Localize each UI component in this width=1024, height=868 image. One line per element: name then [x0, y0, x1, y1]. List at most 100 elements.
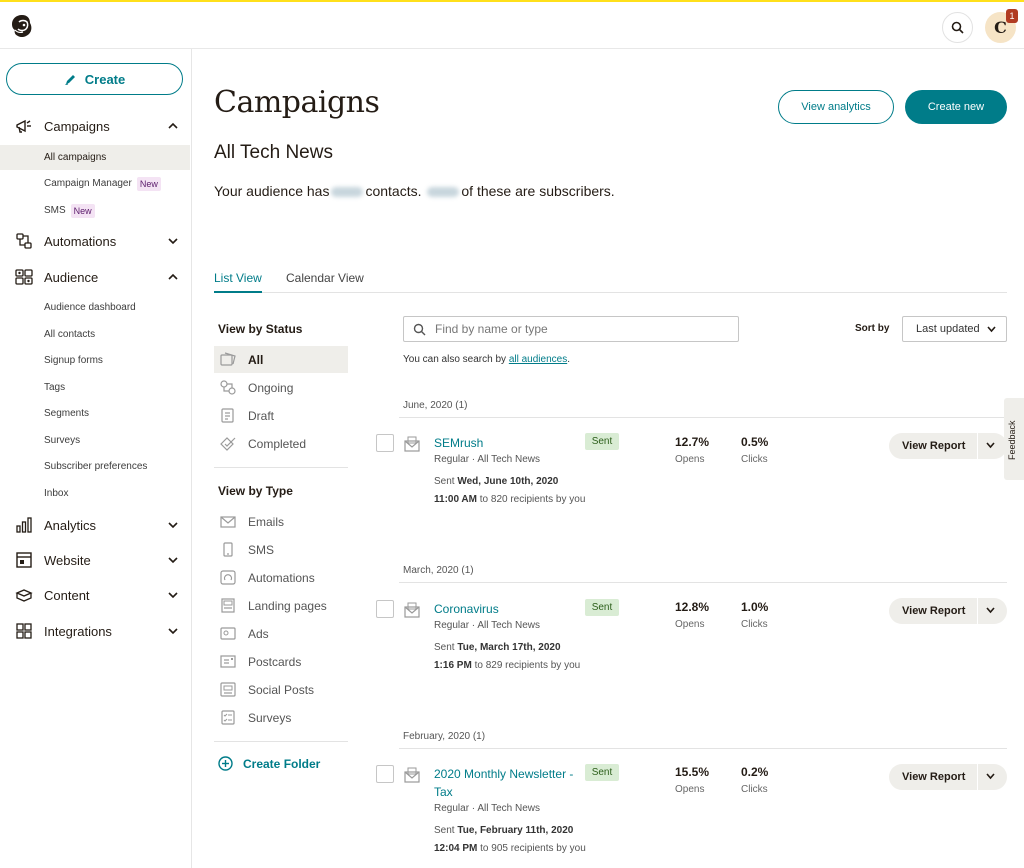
- campaign-group-heading: March, 2020 (1): [403, 565, 474, 576]
- status-badge: Sent: [585, 764, 619, 781]
- content-icon: [15, 589, 33, 602]
- filter-type-ads[interactable]: Ads: [214, 620, 348, 647]
- chevron-down-icon[interactable]: [986, 607, 995, 614]
- audience-icon: [15, 269, 33, 285]
- sidebar-item-label: Integrations: [44, 623, 112, 639]
- sidebar-item-label: Automations: [44, 233, 117, 249]
- opens-label: Opens: [675, 454, 705, 465]
- filter-type-sms[interactable]: SMS: [214, 536, 348, 563]
- sidebar-item-integrations[interactable]: Integrations: [0, 616, 192, 646]
- sidebar-item-all-contacts[interactable]: All contacts: [44, 329, 96, 340]
- view-tabs: List View Calendar View: [214, 271, 1007, 293]
- sidebar-item-label: Content: [44, 587, 90, 603]
- campaign-name-link[interactable]: Coronavirus: [434, 602, 499, 616]
- filter-status-all[interactable]: All: [214, 346, 348, 373]
- campaign-group-heading: February, 2020 (1): [403, 731, 486, 742]
- sidebar-item-signup-forms[interactable]: Signup forms: [44, 355, 103, 366]
- filter-status-completed[interactable]: Completed: [214, 430, 348, 457]
- campaign-checkbox[interactable]: [376, 600, 394, 618]
- sidebar-item-label: Campaigns: [44, 118, 110, 134]
- phone-icon: [223, 542, 233, 557]
- sidebar-item-tags[interactable]: Tags: [44, 382, 66, 393]
- campaign-checkbox[interactable]: [376, 434, 394, 452]
- sidebar-item-campaign-manager[interactable]: Campaign Manager New: [0, 171, 190, 196]
- opens-label: Opens: [675, 619, 705, 630]
- new-badge: New: [70, 203, 95, 218]
- tab-calendar-view[interactable]: Calendar View: [286, 271, 364, 285]
- sidebar-item-website[interactable]: Website: [0, 545, 192, 575]
- feedback-tab[interactable]: Feedback: [1004, 398, 1024, 480]
- automation-flow-icon: [16, 233, 32, 249]
- filter-type-postcards[interactable]: Postcards: [214, 648, 348, 675]
- clicks-value: 1.0%: [741, 600, 769, 614]
- view-analytics-button[interactable]: View analytics: [778, 90, 894, 124]
- chevron-down-icon: [168, 522, 178, 529]
- email-campaign-icon: [404, 602, 420, 618]
- campaign-name-link[interactable]: 2020 Monthly Newsletter - Tax: [434, 767, 574, 799]
- sidebar-item-segments[interactable]: Segments: [44, 408, 90, 419]
- clicks-value: 0.5%: [741, 435, 769, 449]
- campaign-group-heading: June, 2020 (1): [403, 400, 468, 411]
- chevron-down-icon: [168, 238, 178, 245]
- ads-icon: [220, 627, 236, 640]
- sidebar-item-automations[interactable]: Automations: [0, 226, 192, 256]
- audience-name: All Tech News: [214, 142, 333, 163]
- view-by-status-heading: View by Status: [218, 322, 303, 336]
- view-report-button[interactable]: View Report: [889, 433, 1007, 459]
- create-button[interactable]: Create: [6, 63, 183, 95]
- campaign-search[interactable]: [403, 316, 739, 342]
- website-icon: [16, 552, 32, 568]
- sidebar-item-inbox[interactable]: Inbox: [44, 488, 69, 499]
- sidebar-item-campaigns[interactable]: Campaigns: [0, 111, 192, 141]
- filter-type-automations[interactable]: Automations: [214, 564, 348, 591]
- tab-list-view[interactable]: List View: [214, 271, 262, 293]
- sidebar-item-surveys[interactable]: Surveys: [44, 435, 81, 446]
- view-report-button[interactable]: View Report: [889, 764, 1007, 790]
- filter-type-social-posts[interactable]: Social Posts: [214, 676, 348, 703]
- clicks-label: Clicks: [741, 784, 768, 795]
- brand-stripe: [0, 0, 1024, 2]
- postcard-icon: [220, 655, 236, 668]
- sidebar-item-analytics[interactable]: Analytics: [0, 510, 192, 540]
- view-report-button[interactable]: View Report: [889, 598, 1007, 624]
- sidebar-item-subscriber-preferences[interactable]: Subscriber preferences: [44, 461, 148, 472]
- sidebar-item-all-campaigns[interactable]: All campaigns: [0, 145, 190, 170]
- campaign-sent-info: Sent Wed, June 10th, 2020 11:00 AM to 820…: [434, 476, 586, 505]
- social-post-icon: [220, 682, 236, 697]
- campaign-sent-info: Sent Tue, February 11th, 2020 12:04 PM to…: [434, 825, 586, 854]
- redacted-count: [331, 187, 364, 198]
- mailchimp-logo-icon[interactable]: [8, 12, 36, 40]
- chevron-down-icon[interactable]: [986, 773, 995, 780]
- status-badge: Sent: [585, 433, 619, 450]
- sidebar-item-sms[interactable]: SMS New: [0, 198, 190, 223]
- search-icon: [413, 323, 426, 335]
- filter-divider: [214, 467, 348, 468]
- create-folder-button[interactable]: Create Folder: [218, 756, 320, 771]
- new-badge: New: [136, 176, 161, 191]
- sort-select[interactable]: Last updated: [902, 316, 1007, 342]
- sidebar-item-audience-dashboard[interactable]: Audience dashboard: [44, 302, 136, 313]
- all-audiences-link[interactable]: all audiences: [508, 354, 568, 365]
- campaign-search-input[interactable]: [435, 322, 725, 336]
- main-content: Campaigns View analytics Create new All …: [192, 49, 1024, 868]
- filter-type-landing-pages[interactable]: Landing pages: [214, 592, 348, 619]
- global-search-button[interactable]: [942, 12, 973, 43]
- chevron-up-icon: [168, 122, 178, 129]
- bar-chart-icon: [16, 517, 32, 533]
- filter-type-emails[interactable]: Emails: [214, 508, 348, 535]
- chevron-down-icon[interactable]: [986, 442, 995, 449]
- sidebar-item-audience[interactable]: Audience: [0, 262, 192, 292]
- filter-status-ongoing[interactable]: Ongoing: [214, 374, 348, 401]
- sidebar-item-label: Audience: [44, 269, 99, 285]
- email-campaign-icon: [404, 436, 420, 452]
- opens-value: 12.8%: [675, 600, 710, 614]
- campaign-name-link[interactable]: SEMrush: [434, 436, 484, 450]
- campaign-checkbox[interactable]: [376, 765, 394, 783]
- filter-type-surveys[interactable]: Surveys: [214, 704, 348, 731]
- sidebar-item-content[interactable]: Content: [0, 580, 192, 610]
- create-new-button[interactable]: Create new: [905, 90, 1007, 124]
- completed-check-icon: [220, 437, 236, 451]
- chevron-down-icon: [168, 628, 178, 635]
- filter-status-draft[interactable]: Draft: [214, 402, 348, 429]
- view-by-type-heading: View by Type: [218, 484, 293, 498]
